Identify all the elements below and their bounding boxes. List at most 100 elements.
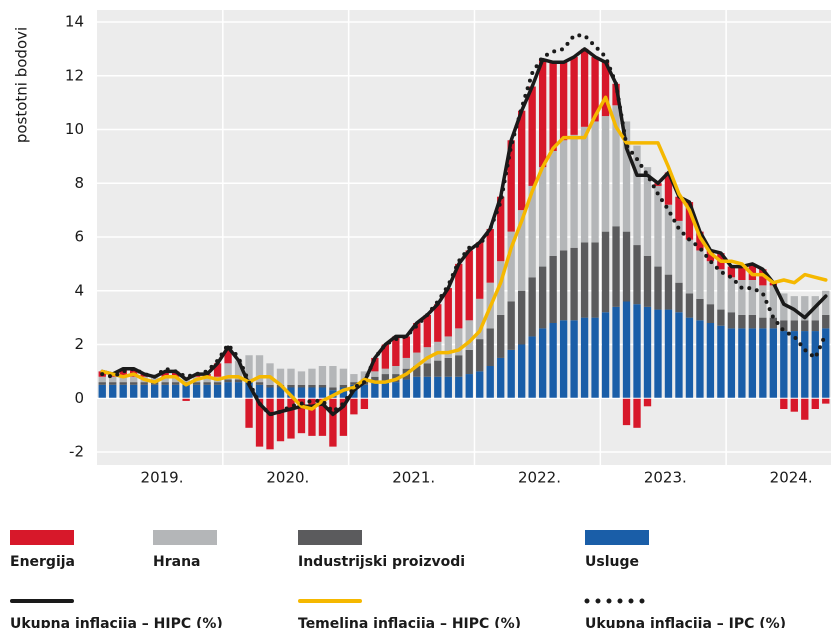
bar-segment [297,371,306,385]
bar-segment [622,121,631,232]
bar-segment [318,398,327,436]
bar-segment [518,110,526,211]
bar-segment [444,336,452,358]
bar-segment [528,336,536,399]
bar-segment [465,349,473,375]
bar-segment [109,376,117,383]
bar-segment [381,368,390,375]
legend-label: Ukupna inflacija – HIPC (%) [10,616,223,628]
bar-segment [224,382,232,399]
bar-segment [413,376,421,399]
bar-segment [455,376,463,399]
bar-segment [266,398,274,450]
y-tick-label: 8 [74,174,84,192]
bar-segment [213,382,222,385]
bar-segment [507,231,515,302]
bar-segment [392,336,400,366]
bar-segment [98,382,106,385]
bar-segment [675,312,683,399]
bar-segment [423,347,431,364]
bar-segment [538,59,547,168]
bar-segment [685,317,694,399]
bar-segment [486,228,494,283]
bar-segment [738,280,746,315]
bar-segment [318,384,327,388]
bar-segment [444,288,452,337]
bar-segment [402,379,410,399]
bar-segment [790,331,798,399]
bar-segment [476,371,484,399]
bar-segment [727,312,736,329]
bar-segment [780,331,788,399]
bar-segment [392,366,400,375]
bar-segment [654,266,662,310]
bar-segment [98,384,106,399]
bar-segment [549,323,557,399]
bar-segment [643,167,652,256]
bar-segment [308,398,316,436]
y-tick-label: -2 [69,443,84,461]
bar-segment [801,296,809,321]
bar-segment [612,306,620,399]
bar-segment [601,116,610,232]
bar-segment [685,293,694,318]
bar-segment [601,312,610,399]
bar-segment [559,250,568,321]
bar-segment [643,255,652,307]
bar-segment [381,382,390,399]
bar-segment [822,328,830,399]
bar-segment [507,301,515,350]
bar-segment [287,384,295,388]
bar-segment [255,384,264,399]
bar-segment [245,355,253,380]
bar-segment [287,398,295,439]
bar-segment [518,290,526,345]
bar-segment [528,185,536,278]
bar-segment [706,304,715,323]
bar-segment [402,357,410,369]
bar-segment [497,314,505,358]
bar-segment [255,382,264,385]
bar-segment [538,266,547,329]
bar-segment [717,309,725,326]
bar-segment [339,398,348,436]
legend-label: Temeljna inflacija – HIPC (%) [298,616,521,628]
bar-segment [203,384,211,399]
bar-segment [318,366,327,385]
bar-segment [444,376,452,399]
bar-segment [706,261,715,305]
bar-segment [769,328,777,399]
y-tick-label: 4 [74,281,84,299]
bar-segment [738,314,746,329]
bar-segment [234,379,243,383]
bar-segment [759,317,767,329]
bar-segment [748,280,757,315]
bar-segment [171,371,180,377]
bar-segment [497,196,505,262]
bar-segment [675,196,683,221]
bar-segment [559,320,568,399]
bar-segment [822,398,830,404]
x-tick-label: 2019. [141,469,184,487]
bar-segment [591,242,599,318]
bar-segment [801,320,809,332]
bar-segment [297,387,306,399]
bar-segment [476,298,484,340]
bar-segment [664,172,673,205]
bar-segment [171,384,180,399]
legend-label: Energija [10,554,75,570]
bar-segment [622,301,631,399]
x-tick-label: 2022. [518,469,561,487]
bar-segment [350,398,358,415]
bar-segment [675,220,683,283]
bar-segment [518,344,526,399]
bar-segment [538,167,547,267]
bar-segment [570,320,578,399]
bar-segment [308,384,316,388]
bar-segment [161,376,169,383]
bar-segment [455,355,463,377]
bar-segment [727,328,736,399]
bar-segment [434,304,442,342]
bar-segment [444,357,452,377]
